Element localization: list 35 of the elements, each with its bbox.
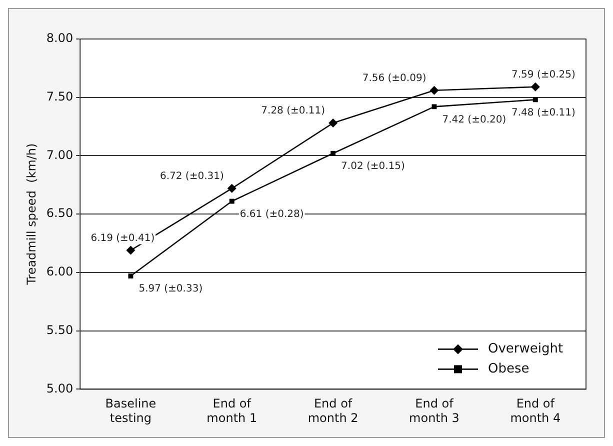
- x-tick-label: Baseline testing: [105, 396, 156, 425]
- data-label: 7.48 (±0.11): [512, 107, 576, 118]
- x-tick-label: End of month 4: [510, 396, 561, 425]
- y-axis-title: Treadmill speed (km/h): [24, 143, 38, 286]
- y-tick-label: 5.50: [46, 322, 74, 337]
- data-label: 7.56 (±0.09): [362, 72, 426, 84]
- legend-label: Overweight: [488, 342, 564, 357]
- data-label: 5.97 (±0.33): [138, 284, 203, 295]
- point: [128, 273, 134, 278]
- data-label: 6.61 (±0.28): [240, 208, 304, 220]
- point: [328, 118, 338, 128]
- y-tick-label: 7.00: [46, 148, 74, 162]
- y-tick-label: 8.00: [46, 31, 74, 46]
- point: [532, 97, 538, 102]
- data-label: 7.42 (±0.20): [442, 114, 506, 126]
- x-tick-label: End of month 1: [206, 396, 258, 425]
- point: [227, 184, 236, 193]
- point: [229, 198, 234, 204]
- point: [432, 104, 437, 110]
- x-tick-label: End of month 2: [308, 396, 358, 425]
- point: [330, 150, 336, 156]
- y-tick-label: 5.00: [46, 381, 74, 396]
- y-tick-label: 6.00: [46, 264, 74, 279]
- data-label: 6.19 (±0.41): [90, 232, 155, 244]
- x-tick-label: End of month 3: [409, 396, 460, 425]
- data-label: 7.59 (±0.25): [512, 69, 576, 80]
- point: [530, 82, 540, 92]
- data-label: 6.72 (±0.31): [160, 171, 224, 182]
- point: [430, 86, 439, 95]
- y-tick-label: 7.50: [46, 89, 74, 104]
- legend-label: Obese: [488, 362, 530, 377]
- point: [126, 246, 136, 255]
- data-label: 7.28 (±0.11): [261, 106, 326, 117]
- y-tick-label: 6.50: [46, 206, 74, 220]
- data-label: 7.02 (±0.15): [341, 160, 406, 172]
